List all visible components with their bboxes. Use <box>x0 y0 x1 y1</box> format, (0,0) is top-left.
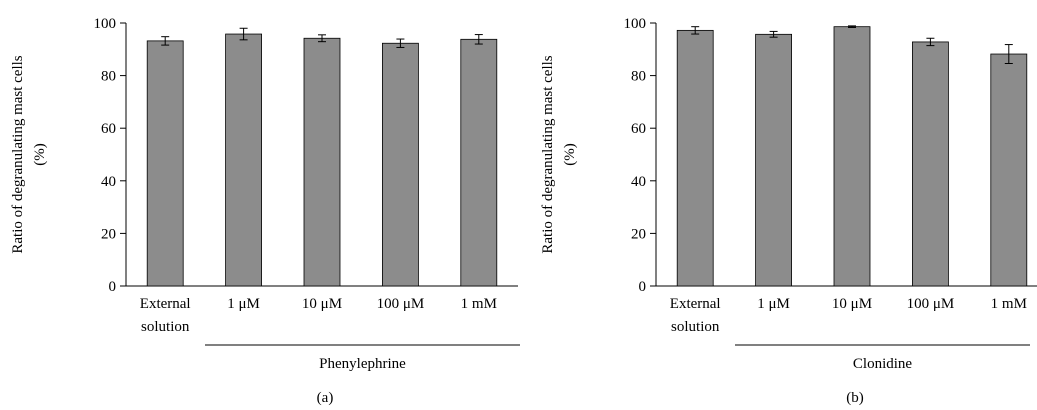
y-axis-label: Ratio of degranulating mast cells <box>540 55 556 253</box>
bar <box>146 40 184 287</box>
group-label: Phenylephrine <box>319 356 406 372</box>
y-tick-label: 60 <box>101 121 116 137</box>
panel-label: (b) <box>846 390 864 406</box>
y-tick-label: 60 <box>631 121 646 137</box>
chart-panel-2: 0 20 40 60 80 100 External solution 1 μM 10 μM 100… <box>540 16 1037 406</box>
x-tick-label: 10 μM <box>832 296 872 312</box>
x-tick-label: 1 mM <box>461 296 497 312</box>
y-tick-label: 100 <box>94 16 117 32</box>
y-tick-label: 20 <box>631 226 646 242</box>
chart-panel-1: 0 20 40 60 80 100 External solution 1 μM 10 μM 100… <box>10 16 520 406</box>
y-tick-label: 40 <box>101 174 116 190</box>
y-tick-label: 80 <box>101 69 116 85</box>
bar <box>460 38 498 287</box>
y-tick-label: 100 <box>624 16 647 32</box>
bar <box>833 26 871 287</box>
bar <box>303 37 341 287</box>
y-tick-label: 80 <box>631 69 646 85</box>
x-tick-label-line2: solution <box>141 319 190 335</box>
y-tick-label: 0 <box>109 279 117 295</box>
group-label: Clonidine <box>853 356 913 372</box>
y-axis-label: Ratio of degranulating mast cells <box>10 55 26 253</box>
bar <box>225 33 263 287</box>
x-tick-label: 1 μM <box>227 296 260 312</box>
x-tick-label: 1 mM <box>991 296 1027 312</box>
bar <box>990 53 1028 287</box>
y-tick-label: 40 <box>631 174 646 190</box>
x-tick-label-line2: solution <box>671 319 720 335</box>
x-tick-label: 1 μM <box>757 296 790 312</box>
bar <box>381 42 419 287</box>
x-tick-label: 10 μM <box>302 296 342 312</box>
y-tick-label: 0 <box>639 279 647 295</box>
x-tick-label: 100 μM <box>907 296 955 312</box>
panel-label: (a) <box>317 390 334 406</box>
y-axis-label-unit: (%) <box>32 143 48 166</box>
y-axis-label-unit: (%) <box>562 143 578 166</box>
x-tick-label: External <box>140 296 191 312</box>
bar <box>755 33 792 287</box>
bar <box>676 29 714 287</box>
x-tick-label: 100 μM <box>377 296 425 312</box>
bar <box>912 41 949 287</box>
y-tick-label: 20 <box>101 226 116 242</box>
x-tick-label: External <box>670 296 721 312</box>
